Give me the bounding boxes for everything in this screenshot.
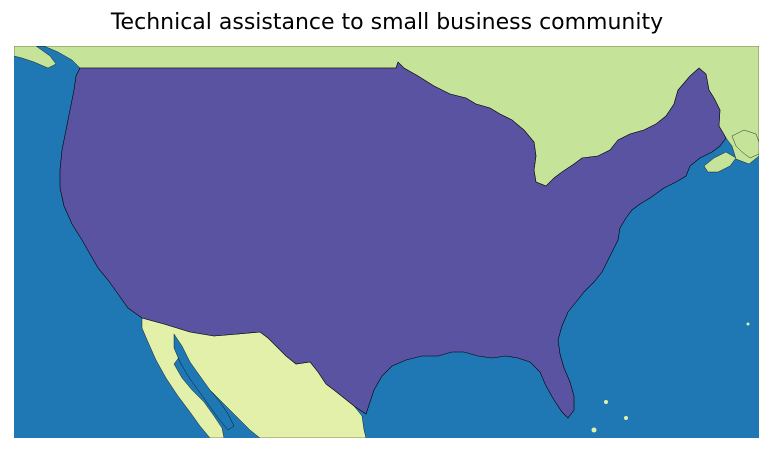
map-svg bbox=[14, 46, 759, 438]
region-usa bbox=[59, 61, 727, 419]
region-canada-island-west bbox=[14, 46, 57, 69]
region-canada-island-ns bbox=[703, 151, 737, 173]
gulf-of-california bbox=[173, 333, 235, 431]
island-bahamas-3 bbox=[591, 427, 597, 433]
map-title: Technical assistance to small business c… bbox=[110, 10, 664, 35]
island-bahamas-1 bbox=[604, 400, 608, 404]
island-bermuda bbox=[746, 322, 750, 326]
island-bahamas-2 bbox=[624, 416, 628, 420]
region-canada-island-east bbox=[731, 129, 759, 159]
map-canvas bbox=[14, 46, 759, 438]
